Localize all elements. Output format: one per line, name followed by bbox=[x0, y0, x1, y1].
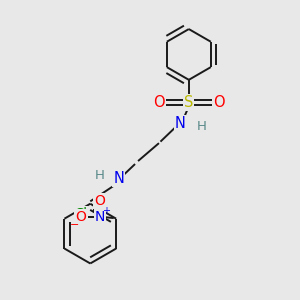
Text: N: N bbox=[113, 172, 124, 187]
Text: O: O bbox=[153, 95, 165, 110]
Text: Cl: Cl bbox=[74, 207, 87, 220]
Text: O: O bbox=[94, 194, 105, 208]
Text: −: − bbox=[70, 220, 80, 230]
Text: S: S bbox=[184, 95, 194, 110]
Text: N: N bbox=[174, 116, 185, 131]
Text: N: N bbox=[94, 210, 105, 224]
Text: H: H bbox=[94, 169, 104, 182]
Text: O: O bbox=[213, 95, 224, 110]
Text: +: + bbox=[102, 206, 110, 216]
Text: O: O bbox=[75, 210, 86, 224]
Text: H: H bbox=[196, 120, 206, 133]
